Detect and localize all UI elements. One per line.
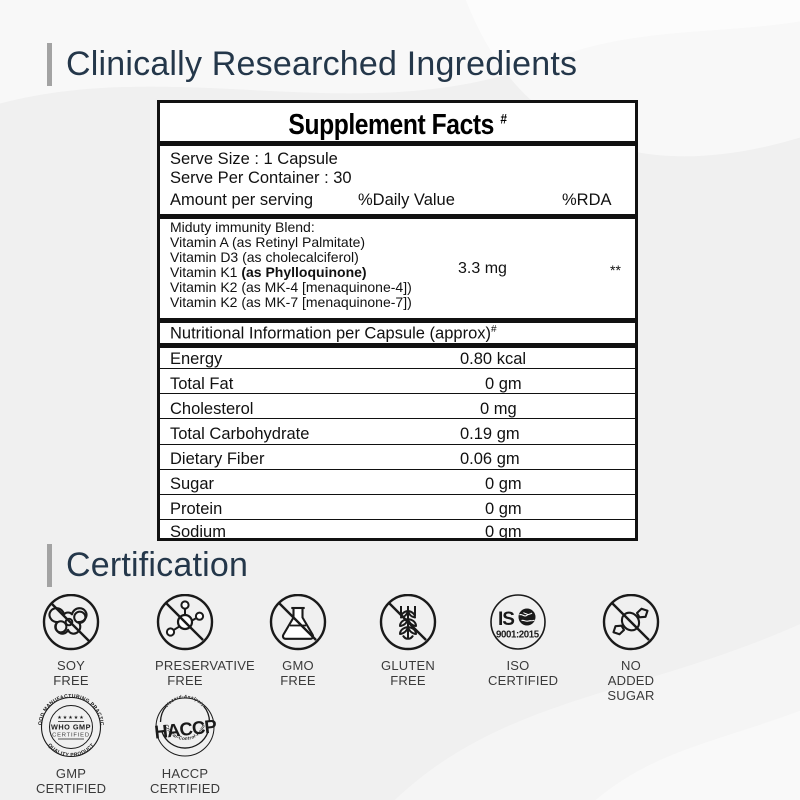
svg-text:★★★★★: ★★★★★: [57, 715, 84, 721]
svg-text:WHO GMP: WHO GMP: [51, 723, 91, 732]
svg-text:HACCP: HACCP: [153, 715, 217, 742]
svg-text:CERTIFIED: CERTIFIED: [52, 733, 90, 739]
svg-text:Hazard-Analysis: Hazard-Analysis: [165, 694, 206, 708]
svg-text:IS: IS: [498, 609, 514, 630]
svg-text:9001:2015: 9001:2015: [496, 630, 540, 641]
